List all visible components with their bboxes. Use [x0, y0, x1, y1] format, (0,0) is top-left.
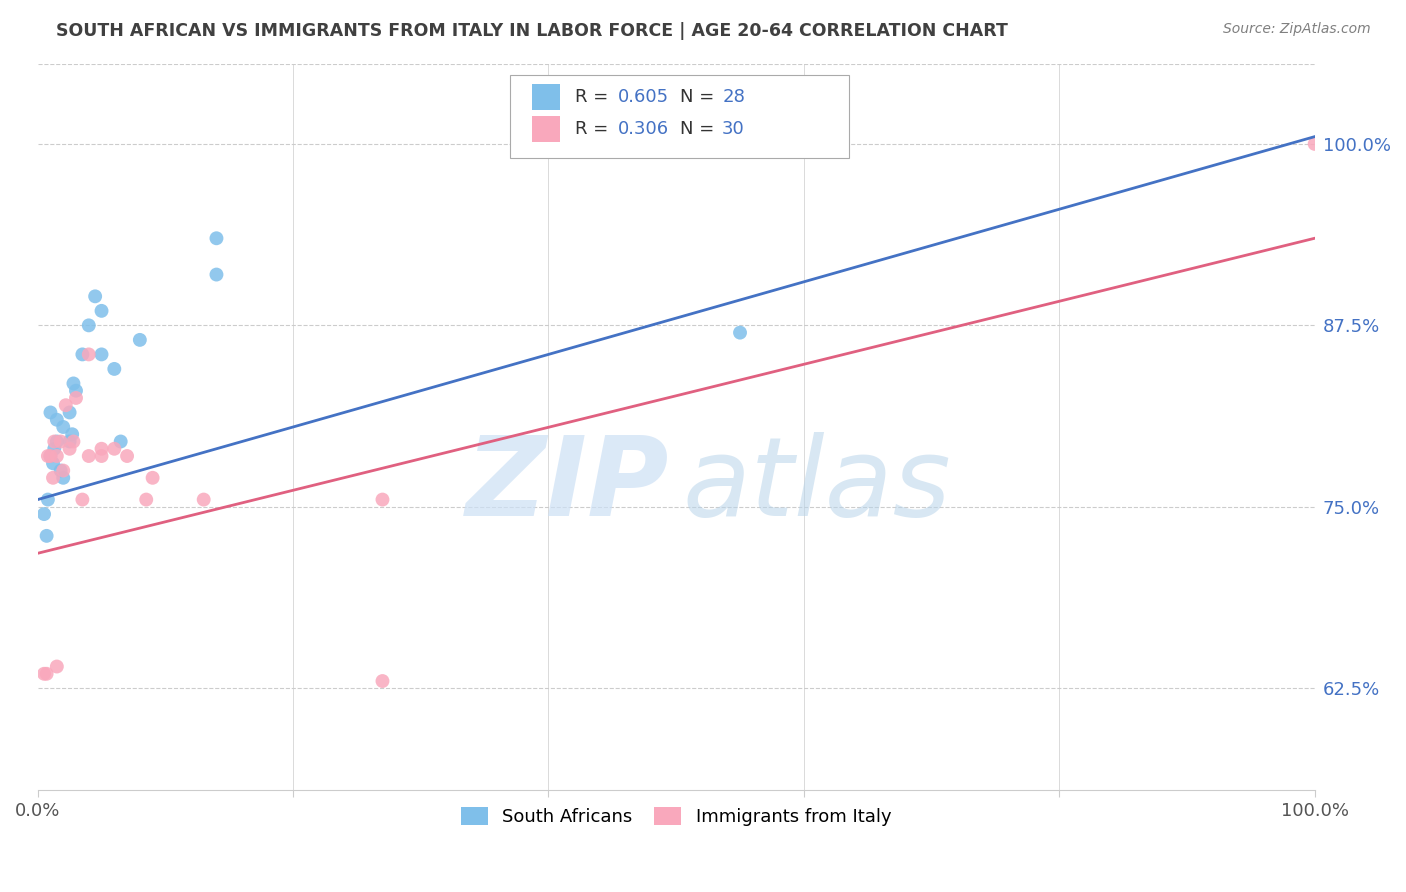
- Point: [37, 492, 59, 507]
- Point: [135, 492, 157, 507]
- Point: [44, 442, 66, 456]
- Point: [44, 434, 66, 449]
- Text: atlas: atlas: [682, 432, 952, 539]
- Point: [45, 413, 67, 427]
- Point: [42, 863, 65, 877]
- Point: [77, 347, 100, 361]
- Point: [60, 427, 83, 442]
- Point: [44, 884, 66, 892]
- Text: N =: N =: [681, 120, 720, 137]
- Text: N =: N =: [681, 87, 720, 106]
- Point: [42, 471, 65, 485]
- Text: 0.605: 0.605: [617, 87, 669, 106]
- Text: ZIP: ZIP: [467, 432, 669, 539]
- Point: [32, 507, 55, 521]
- Point: [84, 289, 107, 303]
- Point: [32, 666, 55, 681]
- Point: [115, 449, 138, 463]
- Text: Source: ZipAtlas.com: Source: ZipAtlas.com: [1223, 22, 1371, 37]
- Point: [59, 405, 82, 419]
- Point: [90, 303, 112, 318]
- Point: [52, 471, 75, 485]
- Point: [103, 362, 125, 376]
- Point: [90, 449, 112, 463]
- Point: [52, 420, 75, 434]
- Point: [49, 464, 72, 478]
- Point: [35, 529, 58, 543]
- Point: [72, 492, 94, 507]
- FancyBboxPatch shape: [531, 116, 560, 142]
- Point: [59, 442, 82, 456]
- Point: [62, 434, 84, 449]
- Point: [37, 449, 59, 463]
- Point: [42, 456, 65, 470]
- Point: [205, 231, 228, 245]
- Point: [55, 398, 77, 412]
- Point: [728, 326, 751, 340]
- Point: [39, 449, 62, 463]
- Point: [65, 391, 87, 405]
- Point: [49, 434, 72, 449]
- FancyBboxPatch shape: [510, 75, 849, 159]
- Text: 30: 30: [723, 120, 745, 137]
- Point: [110, 434, 132, 449]
- Point: [39, 405, 62, 419]
- Point: [193, 492, 215, 507]
- FancyBboxPatch shape: [531, 84, 560, 110]
- Point: [52, 464, 75, 478]
- Point: [39, 863, 62, 877]
- Point: [142, 471, 165, 485]
- Point: [103, 442, 125, 456]
- Point: [65, 384, 87, 398]
- Text: 0.306: 0.306: [617, 120, 669, 137]
- Point: [90, 347, 112, 361]
- Point: [1303, 136, 1326, 151]
- Point: [39, 449, 62, 463]
- Legend: South Africans, Immigrants from Italy: South Africans, Immigrants from Italy: [451, 798, 900, 835]
- Text: SOUTH AFRICAN VS IMMIGRANTS FROM ITALY IN LABOR FORCE | AGE 20-64 CORRELATION CH: SOUTH AFRICAN VS IMMIGRANTS FROM ITALY I…: [56, 22, 1008, 40]
- Point: [62, 376, 84, 391]
- Text: R =: R =: [575, 120, 614, 137]
- Point: [45, 434, 67, 449]
- Point: [90, 442, 112, 456]
- Point: [35, 666, 58, 681]
- Point: [205, 268, 228, 282]
- Point: [77, 318, 100, 333]
- Point: [59, 434, 82, 449]
- Point: [45, 659, 67, 673]
- Text: 28: 28: [723, 87, 745, 106]
- Point: [371, 673, 394, 688]
- Point: [128, 333, 150, 347]
- Point: [371, 492, 394, 507]
- Point: [72, 347, 94, 361]
- Point: [45, 449, 67, 463]
- Point: [77, 449, 100, 463]
- Text: R =: R =: [575, 87, 614, 106]
